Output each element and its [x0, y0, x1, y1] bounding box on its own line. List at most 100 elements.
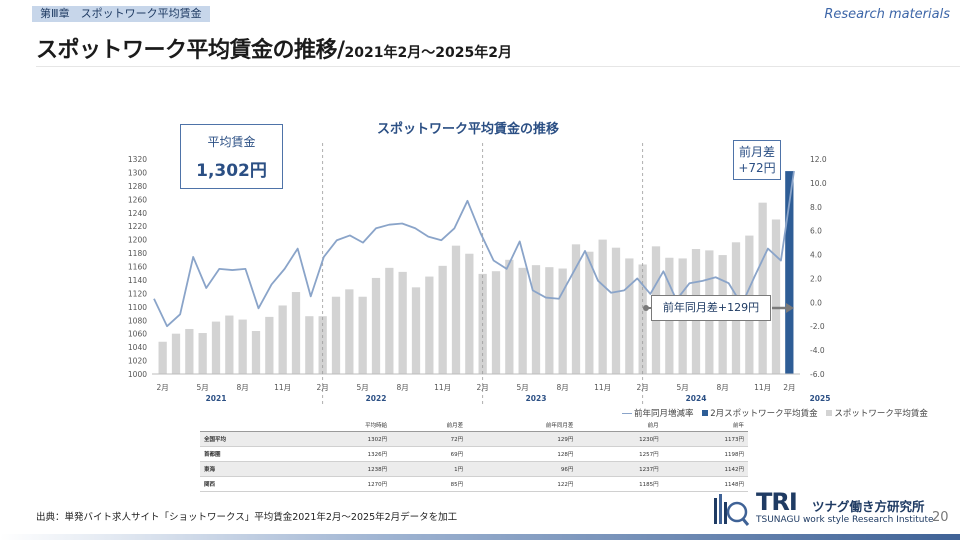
bar	[611, 247, 621, 374]
table-header-cell	[200, 418, 298, 432]
bar	[758, 202, 767, 374]
bar	[198, 333, 207, 374]
table-cell: 128円	[467, 446, 578, 462]
bar	[185, 328, 194, 374]
page-number: 20	[932, 510, 949, 525]
research-materials-label: Research materials	[824, 7, 950, 22]
y-right-tick-label: 8.0	[810, 203, 822, 212]
x-tick-label: 11月	[754, 383, 771, 392]
table-cell: 1257円	[577, 446, 663, 462]
table-cell: 1302円	[298, 431, 392, 447]
legend-item-avg: スポットワーク平均賃金	[834, 409, 928, 419]
y-left-tick-label: 1060	[128, 330, 147, 339]
y-left-tick-label: 1320	[128, 155, 147, 164]
bar	[491, 271, 501, 374]
tri-logo: TRI ツナグ働き方研究所 TSUNAGU work style Researc…	[712, 488, 934, 530]
header-divider	[36, 66, 960, 67]
bar	[505, 259, 514, 374]
y-left-tick-label: 1180	[128, 249, 147, 258]
logo-en-text: TSUNAGU work style Research Institute	[756, 515, 934, 525]
bar	[438, 265, 447, 374]
year-label: 2024	[686, 394, 707, 403]
average-wage-callout: 平均賃金 1,302円	[180, 124, 283, 189]
yoy-line	[153, 170, 795, 328]
y-left-tick-label: 1160	[128, 263, 147, 272]
table-cell: 1238円	[298, 461, 392, 477]
table-cell: 96円	[467, 461, 578, 477]
y-right-tick-label: -4.0	[810, 346, 825, 355]
y-left-tick-label: 1260	[128, 195, 147, 204]
table-cell: 全国平均	[200, 431, 298, 447]
year-over-year-callout: 前年同月差+129円	[651, 295, 771, 321]
x-tick-label: 5月	[357, 383, 369, 392]
footer-gradient-bar	[0, 534, 960, 540]
y-right-tick-label: 0.0	[810, 298, 822, 307]
x-tick-label: 8月	[557, 383, 569, 392]
bar	[251, 331, 261, 374]
table-row: 関西 1270円 85円 122円 1185円 1148円	[200, 476, 748, 492]
bar	[425, 276, 434, 374]
bar	[305, 316, 314, 374]
table-cell: 1198円	[662, 446, 748, 462]
x-tick-label: 2月	[783, 383, 795, 392]
y-right-tick-label: 12.0	[810, 155, 827, 164]
table-cell: 東海	[200, 461, 298, 477]
x-tick-label: 11月	[434, 383, 451, 392]
table-cell: 85円	[391, 476, 468, 492]
y-right-tick-label: -2.0	[810, 322, 825, 331]
y-left-tick-label: 1040	[128, 343, 147, 352]
y-right-tick-label: 4.0	[810, 251, 822, 260]
page-title: スポットワーク平均賃金の推移/2021年2月～2025年2月	[36, 32, 512, 64]
bar	[625, 258, 634, 374]
table-header-cell: 前年同月差	[467, 418, 578, 432]
chart-legend: 前年同月増減率 2月スポットワーク平均賃金 スポットワーク平均賃金	[622, 407, 928, 419]
table-cell: 1148円	[662, 476, 748, 492]
year-label: 2022	[366, 394, 387, 403]
y-left-tick-label: 1240	[128, 209, 147, 218]
mom-label: 前月差	[738, 145, 775, 159]
table-cell: 1円	[391, 461, 468, 477]
bar	[358, 296, 367, 374]
page-title-main: スポットワーク平均賃金の推移/	[36, 38, 345, 63]
y-right-tick-label: 10.0	[810, 179, 827, 188]
bar	[371, 277, 381, 374]
year-label: 2023	[526, 394, 547, 403]
y-left-tick-label: 1300	[128, 168, 147, 177]
y-left-tick-label: 1000	[128, 370, 147, 379]
y-left-tick-label: 1200	[128, 236, 147, 245]
y-left-tick-label: 1220	[128, 222, 147, 231]
yoy-arrow-head	[786, 303, 794, 313]
x-tick-label: 8月	[717, 383, 729, 392]
bar	[585, 251, 594, 374]
table-cell: 1230円	[577, 431, 663, 447]
chart-title: スポットワーク平均賃金の推移	[377, 121, 559, 137]
table-cell: 1237円	[577, 461, 663, 477]
x-tick-label: 2月	[477, 383, 489, 392]
bar-highlight	[785, 171, 794, 374]
chapter-tag: 第Ⅲ章 スポットワーク平均賃金	[32, 6, 210, 22]
bar	[385, 267, 394, 374]
legend-gray-swatch	[826, 410, 833, 416]
legend-item-feb: 2月スポットワーク平均賃金	[710, 409, 818, 419]
bar	[465, 253, 474, 374]
table-cell: 1185円	[577, 476, 663, 492]
table-row: 全国平均 1302円 72円 129円 1230円 1173円	[200, 431, 748, 447]
table-cell: 1142円	[662, 461, 748, 477]
bar	[318, 316, 327, 374]
x-tick-label: 5月	[517, 383, 529, 392]
x-tick-label: 8月	[237, 383, 249, 392]
x-tick-label: 11月	[274, 383, 291, 392]
y-right-tick-label: -6.0	[810, 370, 825, 379]
table-row: 首都圏 1326円 69円 128円 1257円 1198円	[200, 446, 748, 462]
bar	[771, 219, 781, 374]
table-header-cell: 平均時給	[298, 418, 392, 432]
x-tick-label: 2月	[317, 383, 329, 392]
logo-mark-icon	[714, 494, 750, 526]
x-tick-label: 8月	[397, 383, 409, 392]
bar	[331, 296, 341, 374]
bar	[411, 287, 421, 374]
year-label: 2025	[810, 394, 831, 403]
y-right-tick-label: 6.0	[810, 227, 822, 236]
bar	[518, 267, 527, 374]
bar	[571, 244, 581, 374]
